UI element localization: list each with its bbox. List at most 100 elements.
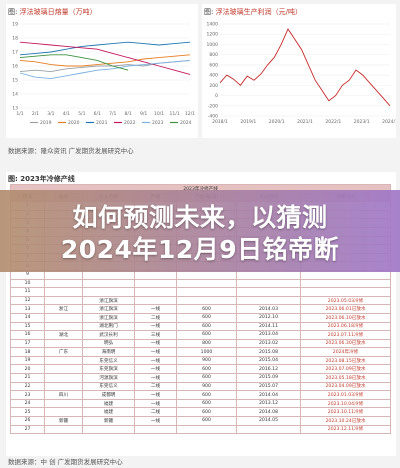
table-cell: 2013.12: [236, 398, 301, 409]
table-cell: 2014.03: [236, 304, 301, 314]
table-cell: 一线: [134, 347, 177, 357]
table-row: 27 2023.12.11冷修: [10, 424, 392, 435]
table-cell: 19: [10, 355, 45, 366]
y-tick-label: 15: [12, 78, 18, 84]
table-cell: 2012.10: [236, 312, 301, 323]
x-tick-label: 2021/1: [297, 119, 313, 125]
table-cell: 17: [10, 338, 45, 349]
x-tick-label: 4/1: [63, 111, 70, 117]
table-cell: 600: [176, 407, 237, 418]
table-cell: 一线: [134, 416, 177, 426]
table-row: 12 浙江旗滨 2023.05.03冷修: [10, 295, 392, 306]
table-cell: 2014.11: [236, 321, 301, 332]
table-row: 10: [10, 278, 392, 289]
table-cell: [134, 295, 177, 306]
table-cell: 2023.05.03冷修: [299, 295, 392, 306]
table-cell: 900: [176, 381, 237, 392]
x-tick-label: 2020/1: [269, 119, 285, 125]
daily-output-line-chart: 19 18 17 16 15 14 131/1 2/1 3/1 4/1 5/1 6/1 7/1 8/1 9/…: [12, 22, 195, 127]
series-line-2023: [19, 59, 191, 80]
table-cell: 2014.05: [236, 416, 301, 426]
x-tick-label: 7/1: [109, 111, 116, 117]
table-cell: 一线: [134, 304, 177, 314]
table-row: 19 东莞信义 一线 900 2015.04 2023.08.15已放水: [10, 355, 392, 366]
table-cell: 14: [10, 312, 45, 323]
table-row: 18 广东 海南明 一线 1000 2015.08 2024年冷修: [10, 347, 392, 357]
table-cell: 东莞信义: [82, 381, 135, 392]
x-tick-label: 5/1: [78, 111, 85, 117]
x-tick-label: 2024/1: [382, 119, 396, 125]
table-cell: 二线: [134, 381, 177, 392]
table-cell: [44, 312, 83, 323]
series-line-2024: [19, 54, 129, 71]
table-cell: 2023.06.30已放水: [299, 338, 392, 349]
table-cell: [44, 373, 83, 383]
table-cell: 600: [176, 373, 237, 383]
table-cell: 2023.08.15已放水: [299, 355, 392, 366]
table-cell: 900: [176, 355, 237, 366]
x-tick-label: 10/1: [154, 111, 164, 117]
table-cell: 600: [176, 330, 237, 340]
table-cell: [82, 278, 135, 289]
table-cell: 25: [10, 407, 45, 418]
table-cell: 福建: [82, 398, 135, 409]
table-cell: [299, 287, 392, 297]
legend-label: 2024: [180, 120, 192, 126]
table-cell: 2023.10.04冷修: [299, 398, 392, 409]
legend-label: 2020: [68, 120, 80, 126]
table-cell: 一线: [134, 338, 177, 349]
y-tick-label: 13: [12, 106, 18, 112]
table-cell: 四川: [44, 390, 83, 400]
series-line-2021: [19, 41, 191, 56]
x-tick-label: 2018/1: [212, 119, 228, 125]
table-cell: 海南明: [82, 347, 135, 357]
table-cell: [44, 381, 83, 392]
table-cell: [236, 278, 301, 289]
series-line-profit: [219, 28, 391, 107]
table-row: 14 浙江旗滨 二线 600 2012.10 2023.06.10已放水: [10, 312, 392, 323]
table-cell: 湖北荆门: [82, 321, 135, 332]
x-tick-label: 11/1: [169, 111, 179, 117]
table-cell: 一线: [134, 373, 177, 383]
table-cell: 一线: [134, 390, 177, 400]
series-line-2022: [19, 41, 191, 75]
y-tick-label: 0: [215, 93, 218, 99]
chart-panel-daily-output: 图: 浮法玻璃日熔量（万吨） 19 18 17 16 15 14 13 1/1 2/1 3/1 4/…: [6, 4, 198, 138]
x-tick-label: 8/1: [125, 111, 132, 117]
top-data-source: 数据来源：隆众资讯 广发期货发展研究中心: [8, 147, 134, 155]
table-cell: [176, 424, 237, 435]
table-row: 22 东莞信义 二线 900 2015.07 2023.04.09已放水: [10, 381, 392, 392]
table-cell: 一线: [134, 355, 177, 366]
table-cell: 20: [10, 364, 45, 375]
table-cell: 1000: [176, 347, 237, 357]
y-tick-label: 16: [12, 64, 18, 70]
table-cell: 新疆: [82, 416, 135, 426]
table-cell: 2014.08: [236, 407, 301, 418]
table-cell: 2023.10.24已放水: [299, 416, 392, 426]
table-section-title: 图: 2023年冷修产线: [8, 175, 75, 183]
table-cell: 600: [176, 364, 237, 375]
table-row: 26 新疆 新疆 一线 600 2014.05 2023.10.24已放水: [10, 416, 392, 426]
table-cell: 二线: [134, 407, 177, 418]
table-cell: 600: [176, 304, 237, 314]
table-cell: 明弘: [82, 338, 135, 349]
series-line-2020: [19, 54, 191, 67]
table-cell: 24: [10, 398, 45, 409]
table-cell: 新疆: [44, 416, 83, 426]
headline-banner: [0, 190, 400, 272]
table-cell: 2023.05.18已放水: [299, 373, 392, 383]
table-cell: 13: [10, 304, 45, 314]
table-cell: 2023.06.10已放水: [299, 312, 392, 323]
table-row: 15 湖北荆门 一线 600 2014.11 2023.06.18冷修: [10, 321, 392, 332]
table-row: 23 四川 成都明 一线 600 2014.04 2023.01.03冷修: [10, 390, 392, 400]
y-tick-label: 17: [12, 50, 18, 56]
y-tick-label: 19: [12, 22, 18, 28]
table-cell: 2015.04: [236, 355, 301, 366]
x-tick-label: 2022/1: [325, 119, 341, 125]
table-cell: [44, 398, 83, 409]
y-tick-label: 1400: [207, 22, 219, 28]
table-cell: [44, 278, 83, 289]
table-cell: 23: [10, 390, 45, 400]
table-cell: 东莞旗滨: [82, 364, 135, 375]
